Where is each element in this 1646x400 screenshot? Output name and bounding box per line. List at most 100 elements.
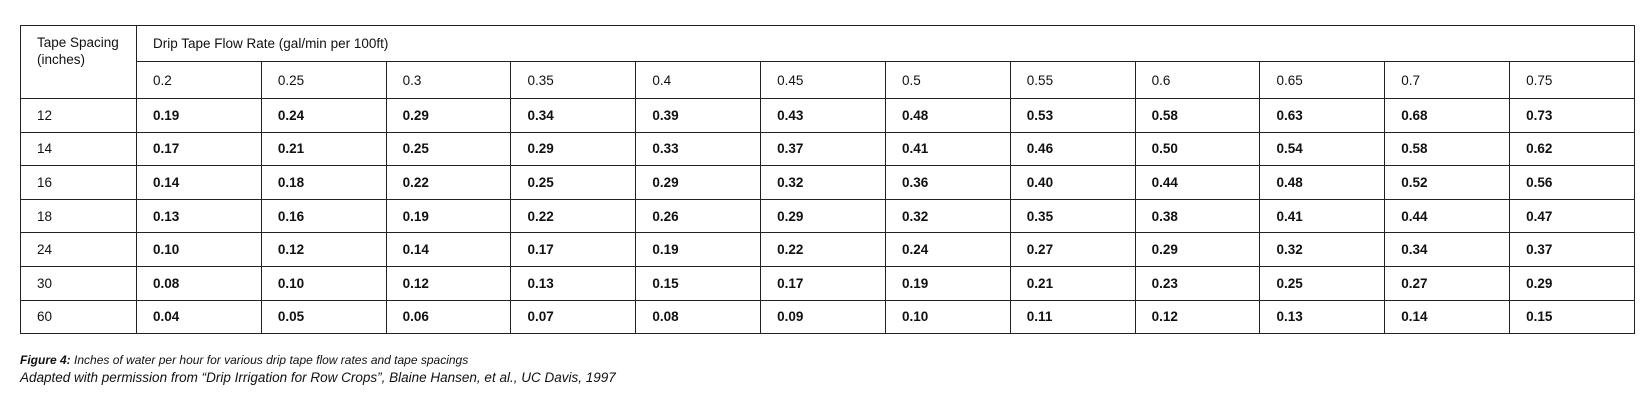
figure-caption-text: Inches of water per hour for various dri… — [70, 353, 469, 367]
water-rate-cell: 0.10 — [884, 299, 1011, 335]
water-rate-cell: 0.22 — [760, 232, 886, 267]
water-rate-cell: 0.48 — [884, 98, 1011, 133]
water-rate-cell: 0.34 — [1384, 232, 1511, 267]
table-row: 16 0.14 0.18 0.22 0.25 0.29 0.32 0.36 0.40 0.44 0.… — [20, 165, 1636, 200]
water-rate-cell: 0.25 — [510, 165, 637, 200]
water-rate-cell: 0.14 — [1384, 299, 1511, 335]
flow-rate-group-header: Drip Tape Flow Rate (gal/min per 100ft) — [135, 25, 1636, 62]
water-rate-cell: 0.17 — [136, 131, 262, 167]
water-rate-cell: 0.52 — [1384, 165, 1511, 200]
water-rate-cell: 0.19 — [635, 232, 762, 267]
water-rate-cell: 0.09 — [760, 299, 886, 335]
water-rate-cell: 0.29 — [635, 165, 762, 200]
water-rate-cell: 0.53 — [1009, 98, 1136, 133]
tape-spacing-cell: 60 — [20, 299, 137, 335]
flow-rate-header-cell: 0.55 — [1009, 61, 1136, 99]
water-rate-cell: 0.24 — [260, 98, 387, 133]
water-rate-cell: 0.06 — [385, 299, 512, 335]
water-rate-cell: 0.22 — [385, 165, 512, 200]
drip-tape-table-container: Tape Spacing (inches) Drip Tape Flow Rat… — [20, 25, 1636, 335]
table-row: 24 0.10 0.12 0.14 0.17 0.19 0.22 0.24 0.27 0.29 0.… — [20, 232, 1636, 267]
water-rate-cell: 0.25 — [1259, 265, 1386, 301]
flow-rate-header-cell: 0.4 — [635, 61, 762, 99]
water-rate-cell: 0.73 — [1509, 98, 1636, 133]
flow-rate-header-row: 0.2 0.25 0.3 0.35 0.4 0.45 0.5 0.55 0.6 0.65 0.7 0.… — [21, 61, 1636, 99]
water-rate-cell: 0.35 — [1009, 198, 1136, 234]
water-rate-cell: 0.24 — [884, 232, 1011, 267]
water-rate-cell: 0.54 — [1259, 131, 1386, 167]
table-header-row-1: Tape Spacing (inches) Drip Tape Flow Rat… — [20, 25, 1636, 99]
water-rate-cell: 0.43 — [760, 98, 886, 133]
tape-spacing-cell: 14 — [20, 131, 137, 167]
flow-rate-header-cell: 0.5 — [884, 61, 1011, 99]
water-rate-cell: 0.11 — [1009, 299, 1136, 335]
flow-rate-header-cell: 0.7 — [1384, 61, 1511, 99]
tape-spacing-cell: 12 — [20, 98, 137, 133]
water-rate-cell: 0.29 — [1134, 232, 1261, 267]
flow-rate-header-cell: 0.6 — [1134, 61, 1261, 99]
water-rate-cell: 0.36 — [884, 165, 1011, 200]
water-rate-cell: 0.32 — [1259, 232, 1386, 267]
water-rate-cell: 0.16 — [260, 198, 387, 234]
water-rate-cell: 0.23 — [1134, 265, 1261, 301]
tape-spacing-cell: 18 — [20, 198, 137, 234]
water-rate-cell: 0.37 — [760, 131, 886, 167]
tape-spacing-cell: 30 — [20, 265, 137, 301]
water-rate-cell: 0.29 — [385, 98, 512, 133]
flow-rate-header-cell: 0.3 — [385, 61, 512, 99]
water-rate-cell: 0.40 — [1009, 165, 1136, 200]
water-rate-cell: 0.46 — [1009, 131, 1136, 167]
water-rate-cell: 0.13 — [1259, 299, 1386, 335]
table-row: 14 0.17 0.21 0.25 0.29 0.33 0.37 0.41 0.46 0.50 0.… — [20, 131, 1636, 167]
tape-spacing-header: Tape Spacing (inches) — [20, 25, 137, 99]
water-rate-cell: 0.13 — [136, 198, 262, 234]
table-row: 60 0.04 0.05 0.06 0.07 0.08 0.09 0.10 0.11 0.12 0.… — [20, 299, 1636, 335]
tape-spacing-cell: 24 — [20, 232, 137, 267]
water-rate-cell: 0.33 — [635, 131, 762, 167]
drip-tape-flow-table: Tape Spacing (inches) Drip Tape Flow Rat… — [20, 25, 1636, 335]
water-rate-cell: 0.34 — [510, 98, 637, 133]
water-rate-cell: 0.27 — [1009, 232, 1136, 267]
flow-rate-header-cell: 0.75 — [1509, 61, 1636, 99]
water-rate-cell: 0.63 — [1259, 98, 1386, 133]
water-rate-cell: 0.29 — [1509, 265, 1636, 301]
water-rate-cell: 0.38 — [1134, 198, 1261, 234]
water-rate-cell: 0.26 — [635, 198, 762, 234]
flow-rate-header-cell: 0.25 — [260, 61, 387, 99]
water-rate-cell: 0.21 — [1009, 265, 1136, 301]
figure-caption: Figure 4: Inches of water per hour for v… — [20, 353, 468, 367]
water-rate-cell: 0.25 — [385, 131, 512, 167]
water-rate-cell: 0.41 — [1259, 198, 1386, 234]
water-rate-cell: 0.19 — [884, 265, 1011, 301]
water-rate-cell: 0.29 — [760, 198, 886, 234]
water-rate-cell: 0.44 — [1134, 165, 1261, 200]
tape-spacing-cell: 16 — [20, 165, 137, 200]
water-rate-cell: 0.08 — [635, 299, 762, 335]
water-rate-cell: 0.07 — [510, 299, 637, 335]
water-rate-cell: 0.32 — [760, 165, 886, 200]
water-rate-cell: 0.62 — [1509, 131, 1636, 167]
table-row: 30 0.08 0.10 0.12 0.13 0.15 0.17 0.19 0.21 0.23 0.… — [20, 265, 1636, 301]
water-rate-cell: 0.10 — [136, 232, 262, 267]
water-rate-cell: 0.44 — [1384, 198, 1511, 234]
water-rate-cell: 0.68 — [1384, 98, 1511, 133]
water-rate-cell: 0.17 — [510, 232, 637, 267]
water-rate-cell: 0.58 — [1134, 98, 1261, 133]
water-rate-cell: 0.14 — [136, 165, 262, 200]
water-rate-cell: 0.56 — [1509, 165, 1636, 200]
water-rate-cell: 0.04 — [136, 299, 262, 335]
flow-rate-header-cell: 0.35 — [510, 61, 637, 99]
water-rate-cell: 0.08 — [136, 265, 262, 301]
source-attribution: Adapted with permission from “Drip Irrig… — [20, 370, 616, 385]
water-rate-cell: 0.48 — [1259, 165, 1386, 200]
water-rate-cell: 0.21 — [260, 131, 387, 167]
table-row: 18 0.13 0.16 0.19 0.22 0.26 0.29 0.32 0.35 0.38 0.… — [20, 198, 1636, 234]
flow-rate-header-cell: 0.65 — [1259, 61, 1386, 99]
water-rate-cell: 0.27 — [1384, 265, 1511, 301]
water-rate-cell: 0.41 — [884, 131, 1011, 167]
water-rate-cell: 0.22 — [510, 198, 637, 234]
water-rate-cell: 0.58 — [1384, 131, 1511, 167]
water-rate-cell: 0.29 — [510, 131, 637, 167]
water-rate-cell: 0.37 — [1509, 232, 1636, 267]
water-rate-cell: 0.50 — [1134, 131, 1261, 167]
